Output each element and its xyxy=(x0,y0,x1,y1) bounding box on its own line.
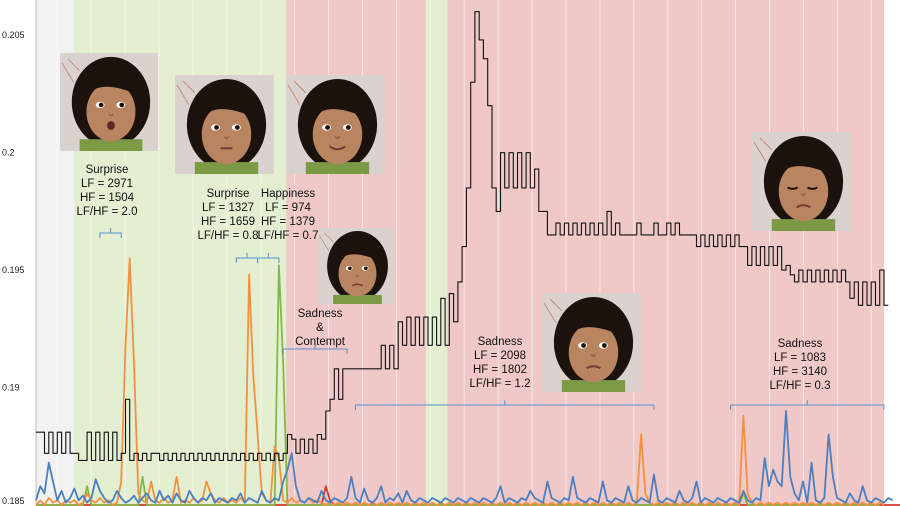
annotation-hf: HF = 1504 xyxy=(79,192,135,204)
annotation-sadness-contempt: Sadness & Contempt xyxy=(285,307,355,349)
annotation-sadness-2: Sadness LF = 1083 HF = 3140 LF/HF = 0.3 xyxy=(755,337,845,393)
annotation-lf: LF = 1327 xyxy=(201,202,255,214)
y-tick-label: 0.195 xyxy=(2,265,25,275)
annotation-hf: HF = 1802 xyxy=(472,364,528,376)
face-photo-sadness-2 xyxy=(752,132,851,231)
annotation-lf: LF = 2098 xyxy=(473,350,527,362)
bracket-a5 xyxy=(355,400,655,410)
annotation-ratio: LF/HF = 0.7 xyxy=(257,230,319,242)
series-line-4 xyxy=(35,410,893,504)
annotation-ratio: LF/HF = 0.8 xyxy=(197,230,259,242)
annotation-label: Sadness xyxy=(297,308,343,320)
annotation-ratio: LF/HF = 1.2 xyxy=(469,378,531,390)
annotation-hf: HF = 3140 xyxy=(772,366,828,378)
annotation-surprise-2: Surprise LF = 1327 HF = 1659 LF/HF = 0.8 xyxy=(193,187,263,243)
annotation-ratio: LF/HF = 2.0 xyxy=(76,206,138,218)
y-tick-label: 0.185 xyxy=(2,496,25,506)
annotation-label: Sadness xyxy=(777,338,823,350)
annotation-happiness: Happiness LF = 974 HF = 1379 LF/HF = 0.7 xyxy=(254,187,322,243)
bracket-a4 xyxy=(282,344,348,354)
face-photo-surprise-1 xyxy=(60,53,158,151)
bracket-a1 xyxy=(99,228,122,238)
region-spike xyxy=(426,0,448,506)
face-photo-happiness xyxy=(286,75,385,174)
annotation-label: Sadness xyxy=(477,336,523,348)
region-sadness xyxy=(447,0,884,506)
right-margin xyxy=(884,0,900,506)
annotation-lf: LF = 1083 xyxy=(773,352,827,364)
annotation-lf: LF = 974 xyxy=(265,202,311,214)
annotation-ratio: LF/HF = 0.3 xyxy=(769,380,831,392)
annotation-surprise-1: Surprise LF = 2971 HF = 1504 LF/HF = 2.0 xyxy=(62,163,152,219)
y-tick-label: 0.19 xyxy=(2,383,20,393)
bracket-a3 xyxy=(257,253,280,263)
bracket-a6 xyxy=(730,400,885,410)
face-photo-surprise-2 xyxy=(175,75,274,174)
annotation-label-2: Contempt xyxy=(295,336,345,348)
face-photo-sadness-contempt xyxy=(318,228,394,304)
annotation-sadness-1: Sadness LF = 2098 HF = 1802 LF/HF = 1.2 xyxy=(455,335,545,391)
annotation-amp: & xyxy=(316,322,324,334)
annotation-label: Surprise xyxy=(85,164,129,176)
y-tick-label: 0.205 xyxy=(2,30,25,40)
annotation-hf: HF = 1659 xyxy=(200,216,256,228)
annotation-label: Happiness xyxy=(260,188,316,200)
annotation-hf: HF = 1379 xyxy=(260,216,316,228)
annotation-lf: LF = 2971 xyxy=(80,178,134,190)
face-photo-sadness-1 xyxy=(542,293,641,392)
series-line-0 xyxy=(36,11,889,461)
axis-gutter xyxy=(0,0,36,506)
y-tick-label: 0.2 xyxy=(2,148,15,158)
annotation-label: Surprise xyxy=(206,188,250,200)
series-line-1 xyxy=(35,257,885,506)
